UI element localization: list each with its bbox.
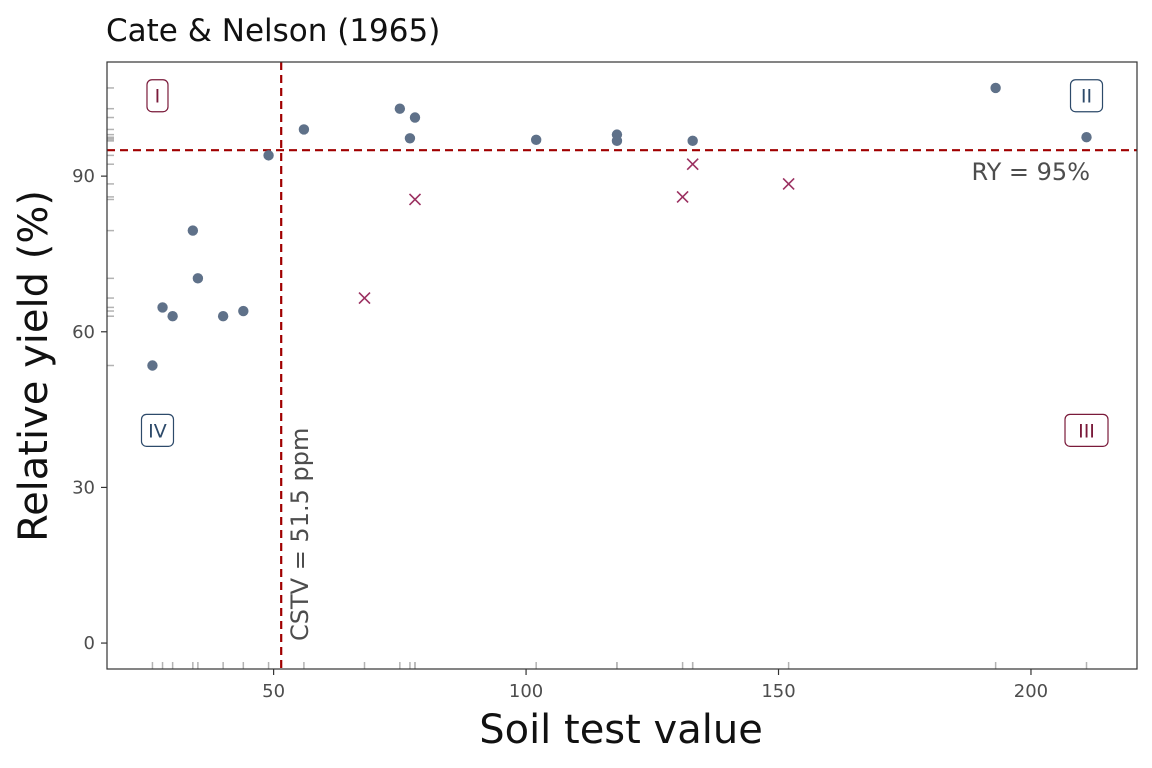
outlier-point bbox=[358, 291, 371, 305]
data-point bbox=[147, 360, 158, 371]
quadrant-label-box bbox=[146, 79, 169, 113]
outlier-stroke bbox=[686, 158, 699, 171]
outlier-point bbox=[782, 177, 795, 190]
data-point bbox=[687, 135, 698, 147]
y-tick-label: 90 bbox=[72, 166, 95, 187]
reference-lines bbox=[107, 62, 1137, 669]
data-point bbox=[298, 124, 310, 135]
axes: 50 100 150 200 0 30 60 90 bbox=[72, 166, 1048, 702]
y-axis-title: Relative yield (%) bbox=[11, 190, 57, 542]
rug-marks bbox=[107, 87, 1088, 669]
data-point bbox=[238, 305, 249, 317]
x-axis-title: Soil test value bbox=[479, 707, 763, 753]
outlier-point bbox=[676, 190, 689, 203]
data-point bbox=[192, 273, 204, 284]
outlier-stroke bbox=[358, 291, 371, 305]
quadrant-label-box bbox=[140, 413, 175, 447]
quadrant-label-text: II bbox=[1081, 86, 1092, 108]
data-point bbox=[409, 112, 421, 123]
data-point bbox=[167, 311, 178, 322]
outlier-point bbox=[408, 193, 422, 206]
threshold-ry-label: RY = 95% bbox=[971, 158, 1090, 186]
chart-title: Cate & Nelson (1965) bbox=[106, 13, 440, 49]
data-point bbox=[394, 103, 406, 114]
outlier-point bbox=[686, 158, 699, 171]
threshold-cstv-label: CSTV = 51.5 ppm bbox=[286, 428, 314, 641]
data-point bbox=[404, 133, 416, 144]
data-point bbox=[611, 135, 623, 147]
y-tick-label: 30 bbox=[72, 477, 95, 498]
quadrant-label-box bbox=[1064, 413, 1109, 447]
x-tick-label: 50 bbox=[262, 681, 285, 702]
outlier-stroke bbox=[408, 193, 422, 206]
outlier-stroke bbox=[782, 177, 795, 190]
quadrant-label-text: I bbox=[155, 86, 161, 108]
data-point bbox=[217, 311, 229, 322]
x-tick-label: 150 bbox=[761, 681, 795, 702]
data-points bbox=[147, 82, 1092, 371]
plot-panel-border bbox=[106, 61, 1138, 670]
data-point bbox=[263, 150, 274, 161]
quadrant-label-box bbox=[1069, 79, 1104, 113]
x-tick-label: 100 bbox=[509, 681, 543, 702]
quadrant-label-text: IV bbox=[148, 420, 167, 442]
data-point bbox=[187, 225, 199, 236]
y-tick-label: 60 bbox=[72, 322, 95, 343]
y-tick-label: 0 bbox=[84, 633, 95, 654]
data-point bbox=[1081, 132, 1092, 143]
data-point bbox=[157, 302, 168, 313]
data-point bbox=[990, 82, 1001, 94]
x-tick-label: 200 bbox=[1014, 681, 1048, 702]
quadrant-label-text: III bbox=[1078, 420, 1095, 442]
data-point bbox=[530, 134, 542, 146]
outlier-stroke bbox=[676, 190, 689, 203]
